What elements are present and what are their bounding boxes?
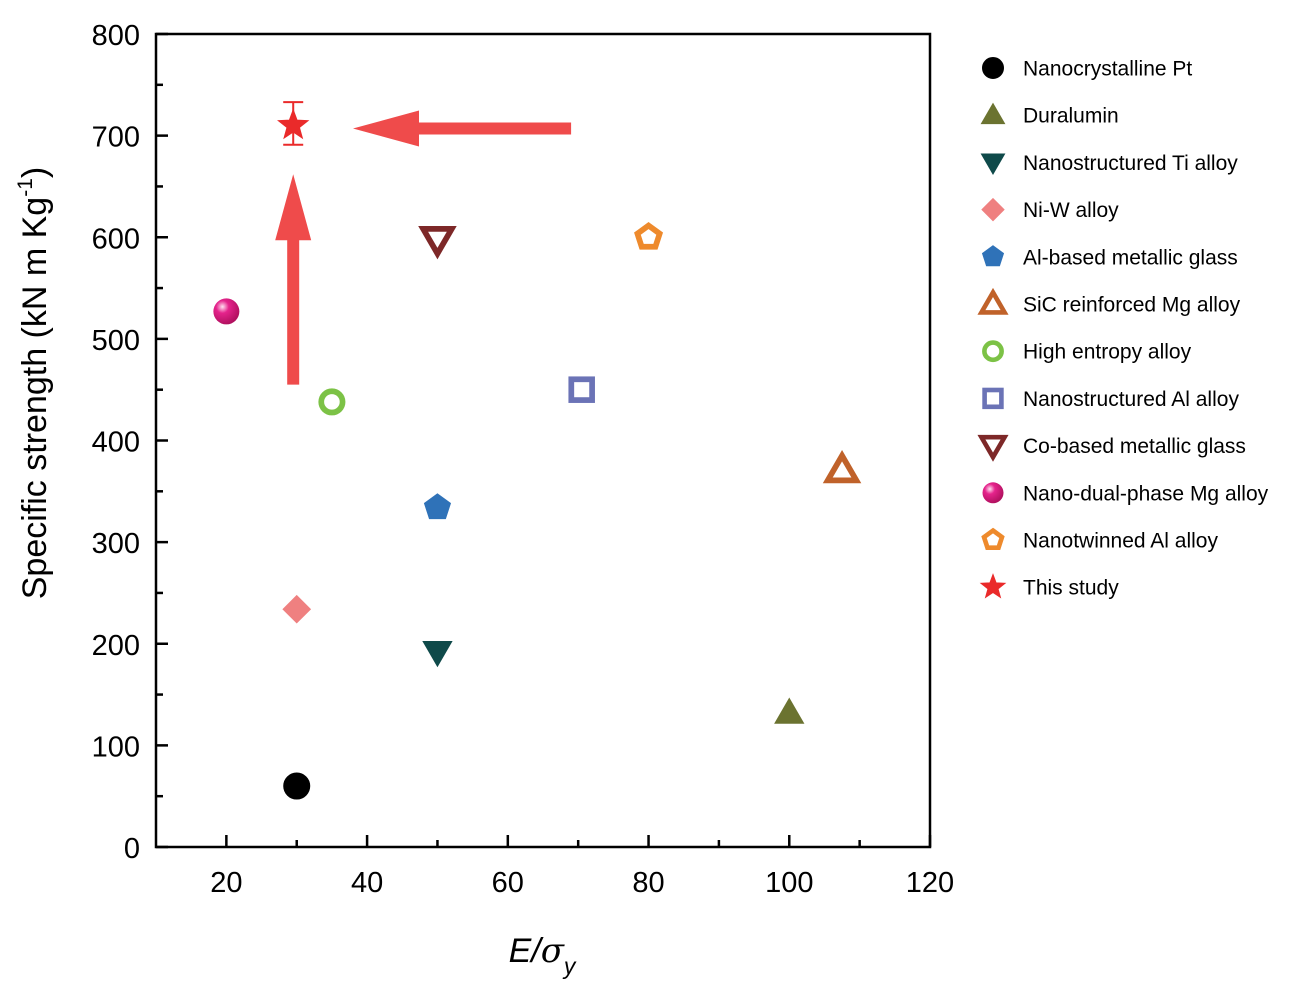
legend-item: Nanocrystalline Pt bbox=[982, 57, 1192, 81]
y-tick-label: 700 bbox=[92, 122, 140, 154]
y-axis-title-main: Specific strength (kN m Kg bbox=[16, 197, 54, 599]
legend-item: Nanostructured Ti alloy bbox=[980, 152, 1238, 175]
legend-marker-nano-dual-phase-mg-alloy bbox=[982, 482, 1004, 504]
legend-item: SiC reinforced Mg alloy bbox=[977, 287, 1241, 317]
legend-marker-nanostructured-ti-alloy bbox=[980, 153, 1006, 175]
legend-item: High entropy alloy bbox=[982, 340, 1192, 364]
legend-label: High entropy alloy bbox=[1023, 341, 1192, 364]
y-tick-label: 100 bbox=[92, 731, 140, 763]
legend-item: Duralumin bbox=[980, 102, 1119, 128]
annotation-arrow-2 bbox=[275, 174, 312, 385]
legend: Nanocrystalline Pt Duralumin Nanostructure… bbox=[977, 57, 1269, 600]
legend-label: This study bbox=[1023, 577, 1119, 600]
data-point-co-based-metallic-glass bbox=[418, 226, 457, 260]
legend-label: Nanostructured Ti alloy bbox=[1023, 152, 1238, 175]
legend-item: Nanotwinned Al alloy bbox=[981, 527, 1218, 553]
x-tick-label: 40 bbox=[351, 867, 383, 899]
legend-item: This study bbox=[979, 573, 1119, 600]
legend-marker-nanotwinned-al-alloy bbox=[981, 527, 1005, 550]
data-point-nanotwinned-al-alloy bbox=[634, 222, 664, 250]
legend-marker-sic-reinforced-mg-alloy bbox=[977, 287, 1009, 315]
legend-label: Nanotwinned Al alloy bbox=[1023, 530, 1218, 553]
x-tick-label: 80 bbox=[632, 867, 664, 899]
legend-label: Co-based metallic glass bbox=[1023, 435, 1246, 458]
y-tick-label: 500 bbox=[92, 325, 140, 357]
legend-item: Co-based metallic glass bbox=[977, 434, 1246, 462]
data-point-this-study bbox=[277, 108, 310, 140]
legend-item: Nano-dual-phase Mg alloy bbox=[982, 482, 1269, 505]
data-points bbox=[213, 101, 862, 800]
legend-marker-nanocrystalline-pt bbox=[982, 57, 1004, 79]
legend-marker-duralumin bbox=[980, 102, 1006, 125]
legend-marker-ni-w-alloy bbox=[981, 197, 1005, 222]
legend-item: Al-based metallic glass bbox=[981, 245, 1238, 269]
legend-marker-co-based-metallic-glass bbox=[977, 434, 1009, 462]
y-axis-title: Specific strength (kN m Kg-1) bbox=[14, 167, 54, 600]
legend-item: Ni-W alloy bbox=[981, 197, 1119, 222]
y-tick-label: 800 bbox=[92, 20, 140, 52]
legend-marker-this-study bbox=[979, 573, 1007, 599]
legend-label: SiC reinforced Mg alloy bbox=[1023, 294, 1241, 317]
plot-frame bbox=[154, 32, 932, 849]
data-point-sic-reinforced-mg-alloy bbox=[822, 449, 862, 484]
x-axis-title-main: E/ bbox=[509, 932, 545, 970]
y-axis-title-superscript: -1 bbox=[14, 178, 37, 197]
y-tick-label: 400 bbox=[92, 427, 140, 459]
annotation-arrow-1 bbox=[353, 110, 572, 147]
data-point-nanostructured-ti-alloy bbox=[422, 641, 453, 668]
data-point-nanostructured-al-alloy bbox=[568, 376, 595, 403]
arrow-annotations bbox=[275, 110, 572, 385]
x-tick-label: 120 bbox=[906, 867, 954, 899]
data-point-nano-dual-phase-mg-alloy bbox=[213, 298, 240, 325]
x-axis-title-sigma: σ bbox=[541, 931, 565, 971]
data-point-ni-w-alloy bbox=[282, 594, 312, 624]
y-tick-label: 200 bbox=[92, 630, 140, 662]
axis-ticks: 20 40 60 80 100 120 0 100 200 300 400 500 600 700 800 bbox=[92, 20, 955, 899]
legend-label: Nanocrystalline Pt bbox=[1023, 58, 1192, 81]
legend-marker-al-based-metallic-glass bbox=[981, 245, 1005, 267]
data-point-duralumin bbox=[774, 697, 805, 724]
x-tick-label: 60 bbox=[492, 867, 524, 899]
legend-label: Al-based metallic glass bbox=[1023, 246, 1238, 269]
x-axis-title-subscript: y bbox=[562, 953, 577, 979]
legend-label: Nano-dual-phase Mg alloy bbox=[1023, 482, 1269, 505]
legend-label: Ni-W alloy bbox=[1023, 199, 1119, 222]
y-axis-title-close: ) bbox=[16, 167, 54, 178]
legend-label: Nanostructured Al alloy bbox=[1023, 388, 1239, 411]
legend-marker-high-entropy-alloy bbox=[982, 340, 1004, 363]
x-tick-label: 20 bbox=[210, 867, 242, 899]
y-tick-label: 0 bbox=[124, 833, 140, 865]
data-point-high-entropy-alloy bbox=[318, 388, 346, 416]
y-tick-label: 600 bbox=[92, 223, 140, 255]
legend-label: Duralumin bbox=[1023, 105, 1119, 128]
data-point-al-based-metallic-glass bbox=[423, 493, 452, 520]
x-axis-title: E/σy bbox=[509, 931, 577, 979]
x-tick-label: 100 bbox=[765, 867, 813, 899]
y-tick-label: 300 bbox=[92, 528, 140, 560]
legend-item: Nanostructured Al alloy bbox=[982, 387, 1239, 411]
data-point-nanocrystalline-pt bbox=[283, 772, 311, 800]
legend-marker-nanostructured-al-alloy bbox=[982, 387, 1004, 410]
